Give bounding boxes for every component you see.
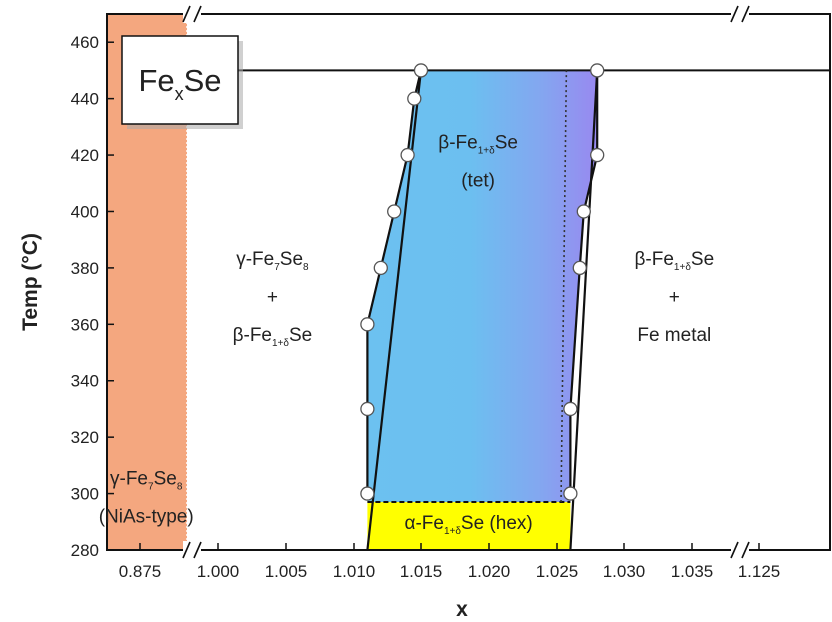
axis-break-bottom-right-gap bbox=[731, 541, 749, 559]
region-label-gamma-plus-beta: β-Fe1+δSe bbox=[233, 325, 313, 349]
left-data-point-7 bbox=[413, 63, 429, 78]
y-tick-label: 400 bbox=[71, 202, 99, 221]
plot-frame bbox=[106, 13, 831, 551]
y-tick-label: 360 bbox=[71, 315, 99, 334]
region-label-gamma-plus-beta: + bbox=[267, 287, 278, 308]
x-tick-label: 1.015 bbox=[400, 562, 443, 581]
axis-break-top-right-slash-b bbox=[741, 5, 750, 23]
beta-tet-region bbox=[367, 70, 598, 503]
title-box bbox=[121, 35, 239, 125]
left-data-point-1 bbox=[360, 401, 375, 417]
y-tick-label: 300 bbox=[71, 485, 99, 504]
y-tick-label: 320 bbox=[71, 428, 99, 447]
region-label-gamma-plus-beta: γ-Fe7Se8 bbox=[236, 249, 309, 273]
y-tick-label: 440 bbox=[71, 90, 99, 109]
left-data-point-4 bbox=[387, 204, 402, 219]
y-tick-label: 340 bbox=[71, 372, 99, 391]
y-axis-label: Temp (°C) bbox=[19, 233, 42, 331]
region-label-beta-plus-fe: β-Fe1+δSe bbox=[634, 249, 714, 273]
left-data-point-5 bbox=[400, 147, 415, 163]
x-tick-label: 1.010 bbox=[333, 562, 376, 581]
alpha-hex-region bbox=[367, 502, 571, 550]
right-data-point-5 bbox=[590, 63, 605, 78]
axis-break-top-right-gap bbox=[731, 5, 749, 23]
x-tick-label: 1.030 bbox=[603, 562, 646, 581]
axis-break-bottom-right-slash-b bbox=[741, 541, 750, 559]
axis-break-bottom-right-slash-a bbox=[730, 541, 739, 559]
y-tick-label: 380 bbox=[71, 259, 99, 278]
axis-break-top-right-slash-a bbox=[730, 5, 739, 23]
x-axis-label: x bbox=[456, 598, 468, 621]
region-label-beta-tet: (tet) bbox=[461, 171, 495, 192]
y-tick-label: 280 bbox=[71, 541, 99, 560]
right-data-point-3 bbox=[576, 204, 591, 219]
axis-break-top-left-gap bbox=[183, 5, 201, 23]
x-tick-label: 1.000 bbox=[197, 562, 240, 581]
left-data-point-2 bbox=[360, 317, 375, 332]
axis-break-bottom-left-slash-b bbox=[193, 541, 202, 559]
left-data-point-6 bbox=[407, 91, 422, 106]
left-data-point-0 bbox=[360, 486, 375, 501]
right-data-point-2 bbox=[572, 260, 587, 276]
x-tick-label: 1.035 bbox=[671, 562, 714, 581]
x-tick-label: 1.020 bbox=[468, 562, 511, 581]
y-tick-label: 460 bbox=[71, 33, 99, 52]
x-tick-label: 1.005 bbox=[265, 562, 308, 581]
axis-break-top-left-slash-b bbox=[193, 5, 202, 23]
dotted-boundary-line bbox=[560, 70, 568, 503]
x-tick-label: 1.025 bbox=[536, 562, 579, 581]
region-label-alpha-hex: α-Fe1+δSe (hex) bbox=[404, 513, 532, 537]
x-tick-label: 0.875 bbox=[119, 562, 162, 581]
y-tick-label: 420 bbox=[71, 146, 99, 165]
left-data-point-3 bbox=[373, 260, 388, 276]
right-data-point-4 bbox=[590, 147, 605, 163]
axis-break-bottom-left-slash-a bbox=[182, 541, 191, 559]
region-label-beta-plus-fe: Fe metal bbox=[637, 325, 711, 346]
region-label-gamma-FeSe-NiAs: (NiAs-type) bbox=[99, 506, 194, 527]
region-label-gamma-FeSe-NiAs: γ-Fe7Se8 bbox=[110, 468, 183, 492]
axis-break-bottom-left-gap bbox=[183, 541, 201, 559]
right-data-point-0 bbox=[563, 486, 578, 501]
x-tick-label: 1.125 bbox=[738, 562, 781, 581]
axis-break-top-left-slash-a bbox=[182, 5, 191, 23]
chart-title: FexSe bbox=[138, 63, 221, 104]
right-data-point-1 bbox=[563, 401, 578, 417]
region-label-beta-tet: β-Fe1+δSe bbox=[438, 133, 518, 157]
region-label-beta-plus-fe: + bbox=[669, 287, 680, 308]
